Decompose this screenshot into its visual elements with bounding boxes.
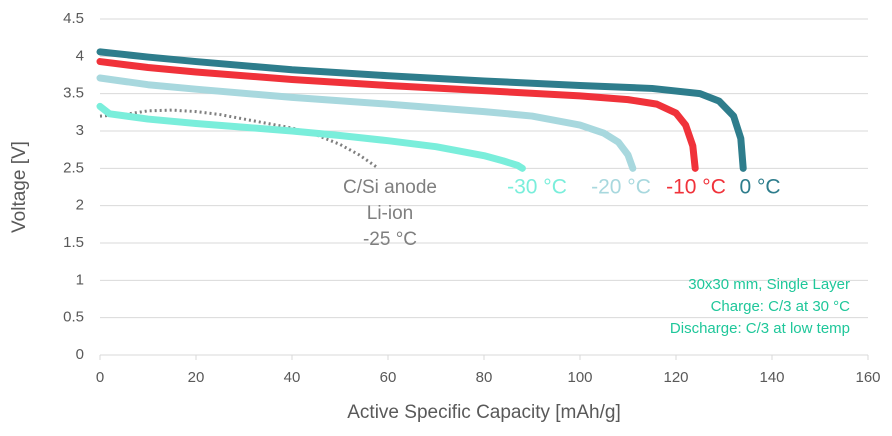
line [96,48,747,172]
x-tick-label: 20 [188,369,205,386]
y-tick-label: 2.5 [63,159,84,176]
annotation: Discharge: C/3 at low temp [670,320,850,337]
y-tick-label: 0 [76,346,84,363]
x-tick-label: 160 [855,369,880,386]
series-label: -20 °C [591,176,651,199]
y-tick-label: 3 [76,122,84,139]
y-tick-label: 1.5 [63,234,84,251]
y-tick-label: 1 [76,271,84,288]
x-tick-label: 40 [284,369,301,386]
y-tick-label: 4.5 [63,10,84,27]
line [96,102,526,172]
annotation: 30x30 mm, Single Layer [688,276,850,293]
x-tick-label: 60 [380,369,397,386]
x-tick-label: 120 [663,369,688,386]
y-axis-title: Voltage [V] [9,141,30,233]
annotation: Charge: C/3 at 30 °C [711,298,851,315]
x-tick-label: 0 [96,369,104,386]
series-label: 0 °C [739,176,780,199]
line [96,58,699,172]
x-axis-title: Active Specific Capacity [mAh/g] [347,402,621,423]
y-tick-label: 3.5 [63,85,84,102]
x-tick-label: 80 [476,369,493,386]
x-tick-label: 100 [567,369,592,386]
y-tick-label: 2 [76,197,84,214]
y-tick-label: 0.5 [63,309,84,326]
series-label: C/Si anode Li-ion -25 °C [343,177,437,250]
series-label: -10 °C [666,176,726,199]
x-tick-label: 140 [759,369,784,386]
series-label: -30 °C [507,176,567,199]
y-tick-label: 4 [76,47,84,64]
line [96,74,637,172]
